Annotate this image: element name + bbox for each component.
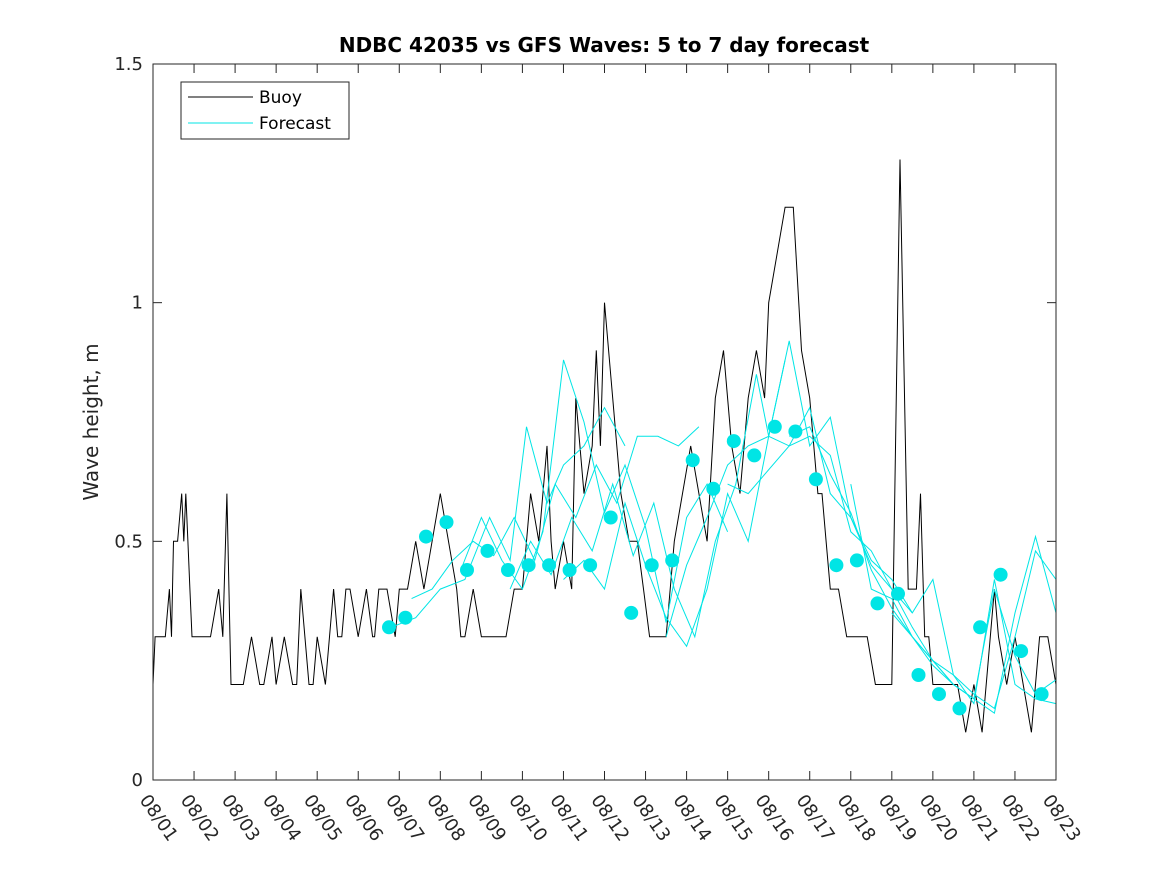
legend-buoy-label: Buoy <box>259 88 302 108</box>
forecast-marker <box>685 453 700 468</box>
legend-forecast-label: Forecast <box>259 114 331 134</box>
x-tick-label: 08/01 <box>135 791 182 846</box>
forecast-marker <box>973 620 988 635</box>
chart-title: NDBC 42035 vs GFS Waves: 5 to 7 day fore… <box>339 33 870 57</box>
forecast-run-line-1 <box>390 406 626 628</box>
y-tick-label: 1 <box>132 293 143 314</box>
forecast-marker <box>480 543 495 558</box>
forecast-marker <box>501 563 515 577</box>
y-tick-label: 1.5 <box>114 54 143 75</box>
y-axis-label: Wave height, m <box>79 343 103 500</box>
forecast-marker <box>624 605 639 620</box>
forecast-marker <box>849 553 864 568</box>
x-tick-label: 08/23 <box>1038 791 1085 846</box>
forecast-marker <box>993 567 1008 582</box>
forecast-marker <box>706 481 721 496</box>
forecast-marker <box>460 563 474 577</box>
forecast-run-line-2 <box>411 426 700 600</box>
forecast-marker <box>911 668 926 682</box>
forecast-marker <box>808 472 823 487</box>
x-tick-label: 08/21 <box>956 791 1003 846</box>
forecast-marker <box>1014 644 1029 659</box>
forecast-marker <box>788 424 803 439</box>
legend: Buoy Forecast <box>180 81 350 140</box>
forecast-marker <box>665 553 680 568</box>
x-tick-label: 08/06 <box>340 791 387 846</box>
x-tick-label: 08/07 <box>381 791 428 846</box>
x-tick-label: 08/20 <box>915 791 962 846</box>
x-tick-label: 08/15 <box>710 791 757 846</box>
x-tick-label: 08/13 <box>627 791 674 846</box>
x-tick-label: 08/09 <box>463 791 510 846</box>
forecast-marker <box>747 448 762 463</box>
x-tick-label: 08/02 <box>176 791 223 846</box>
x-tick-label: 08/05 <box>299 791 346 846</box>
forecast-marker <box>419 529 433 544</box>
x-tick-label: 08/11 <box>545 791 592 846</box>
forecast-marker <box>891 586 905 601</box>
forecast-marker <box>398 610 413 625</box>
forecast-marker <box>583 558 598 573</box>
x-tick-label: 08/08 <box>422 791 469 846</box>
forecast-marker <box>603 510 618 525</box>
x-tick-label: 08/12 <box>586 791 633 846</box>
forecast-marker <box>542 558 557 573</box>
forecast-marker <box>870 596 885 611</box>
x-tick-label: 08/18 <box>833 791 880 846</box>
forecast-marker <box>726 434 741 449</box>
forecast-run-line-9 <box>850 484 1057 705</box>
forecast-marker <box>1034 687 1049 702</box>
x-tick-label: 08/03 <box>217 791 264 846</box>
x-tick-label: 08/04 <box>258 791 305 846</box>
x-tick-label: 08/10 <box>504 791 551 846</box>
forecast-run-line-10 <box>891 588 1057 700</box>
x-tick-label: 08/17 <box>792 791 839 846</box>
forecast-marker <box>439 515 454 530</box>
forecast-marker <box>952 701 967 716</box>
forecast-marker <box>521 558 536 573</box>
forecast-marker <box>382 620 396 635</box>
forecast-marker <box>829 558 844 573</box>
x-tick-label: 08/19 <box>874 791 921 846</box>
forecast-marker <box>932 687 946 702</box>
x-tick-label: 08/16 <box>751 791 798 846</box>
forecast-marker <box>562 563 577 577</box>
forecast-run-line-4 <box>509 359 786 639</box>
series-layer <box>152 159 1057 733</box>
y-tick-label: 0.5 <box>114 531 143 552</box>
forecast-marker <box>644 558 659 573</box>
x-tick-label: 08/22 <box>997 791 1044 846</box>
y-tick-label: 0 <box>132 770 143 791</box>
forecast-marker <box>767 419 782 434</box>
legend-box <box>180 81 350 140</box>
forecast-run-line-7 <box>727 435 1057 710</box>
x-tick-label: 08/14 <box>668 791 715 846</box>
